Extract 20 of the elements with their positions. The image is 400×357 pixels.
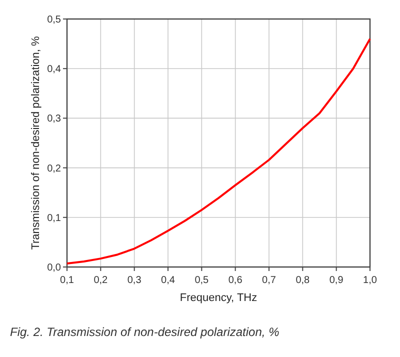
x-tick-label: 0,4 [161,275,176,286]
y-tick-label: 0,3 [47,114,62,125]
x-tick-label: 0,1 [60,275,74,286]
x-tick-label: 0,3 [127,275,142,286]
y-axis-title: Transmission of non-desired polarization, % [30,36,42,250]
x-tick-label: 0,5 [194,275,210,286]
y-tick-label: 0,5 [47,14,62,26]
x-tick-label: 0,8 [296,275,310,286]
line-series [66,38,371,265]
x-tick-label: 0,9 [329,275,344,286]
x-tick-label: 0,7 [262,275,276,286]
x-axis-title: Frequency, THz [180,292,258,304]
y-tick-label: 0,0 [47,262,62,274]
x-tick-label: 0,6 [228,275,243,286]
x-tick-label: 1,0 [363,275,378,286]
y-tick-label: 0,4 [47,64,62,76]
x-tick-label: 0,2 [94,275,108,286]
y-tick-label: 0,1 [47,212,62,224]
caption: Fig. 2. Transmission of non-desired polarization, % [10,325,280,339]
y-tick-label: 0,2 [47,163,62,174]
